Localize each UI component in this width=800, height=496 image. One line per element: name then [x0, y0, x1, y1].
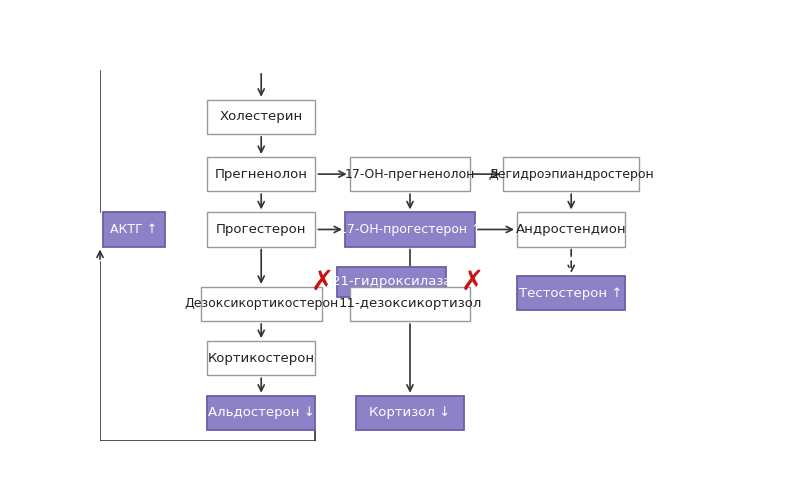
FancyBboxPatch shape: [103, 212, 165, 247]
FancyBboxPatch shape: [503, 157, 639, 191]
FancyBboxPatch shape: [350, 157, 470, 191]
Text: Прегненолон: Прегненолон: [214, 168, 308, 181]
Text: 11-дезоксикортизол: 11-дезоксикортизол: [338, 298, 482, 310]
Text: Альдостерон ↓: Альдостерон ↓: [208, 406, 314, 419]
Text: Прогестерон: Прогестерон: [216, 223, 306, 236]
Text: Андростендион: Андростендион: [516, 223, 626, 236]
FancyBboxPatch shape: [356, 396, 464, 430]
FancyBboxPatch shape: [207, 396, 315, 430]
FancyBboxPatch shape: [201, 287, 322, 321]
Text: Холестерин: Холестерин: [219, 110, 303, 124]
Text: 17-ОН-прегненолон: 17-ОН-прегненолон: [345, 168, 475, 181]
FancyBboxPatch shape: [517, 212, 626, 247]
Text: Кортизол ↓: Кортизол ↓: [370, 406, 450, 419]
Text: Дезоксикортикостерон: Дезоксикортикостерон: [184, 298, 338, 310]
Text: Дегидроэпиандростерон: Дегидроэпиандростерон: [488, 168, 654, 181]
Text: Кортикостерон: Кортикостерон: [208, 352, 314, 365]
Text: АКТГ ↑: АКТГ ↑: [110, 223, 158, 236]
FancyBboxPatch shape: [337, 266, 446, 297]
Text: 17-ОН-прогестерон ↑: 17-ОН-прогестерон ↑: [338, 223, 482, 236]
Text: ✗: ✗: [460, 268, 484, 296]
Text: 21-гидроксилаза: 21-гидроксилаза: [332, 275, 451, 288]
FancyBboxPatch shape: [350, 287, 470, 321]
FancyBboxPatch shape: [517, 276, 626, 310]
FancyBboxPatch shape: [207, 157, 315, 191]
FancyBboxPatch shape: [207, 212, 315, 247]
FancyBboxPatch shape: [345, 212, 475, 247]
Text: ✗: ✗: [310, 268, 334, 296]
Text: Тестостерон ↑: Тестостерон ↑: [519, 287, 623, 300]
FancyBboxPatch shape: [207, 341, 315, 375]
FancyBboxPatch shape: [207, 100, 315, 134]
